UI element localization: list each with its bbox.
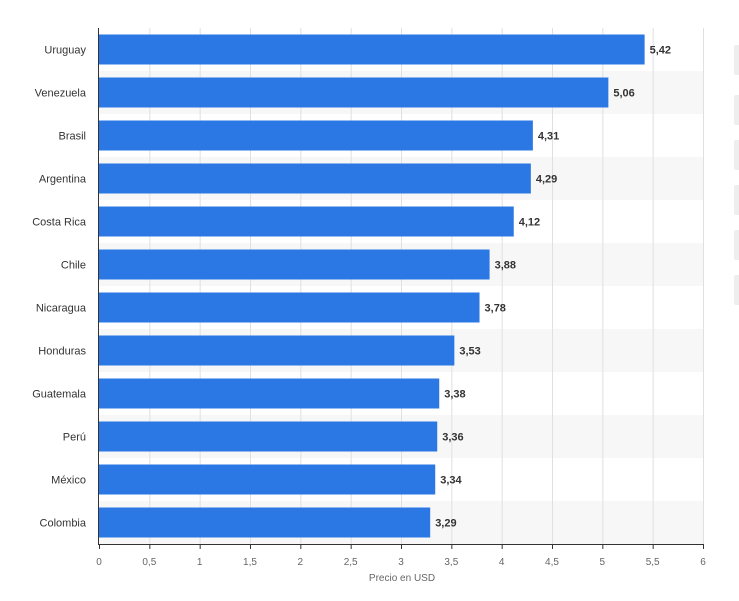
side-tab[interactable] xyxy=(734,45,739,75)
bar xyxy=(99,378,440,409)
bar xyxy=(99,206,514,237)
x-tick-label: 2,5 xyxy=(344,557,358,568)
x-tick-label: 4 xyxy=(499,557,505,568)
value-label: 3,34 xyxy=(440,475,462,487)
category-label: Brasil xyxy=(58,131,86,143)
value-label: 3,53 xyxy=(459,346,480,358)
x-tick-label: 5 xyxy=(600,557,606,568)
bar xyxy=(99,77,609,108)
x-tick-label: 3 xyxy=(398,557,404,568)
axes xyxy=(98,28,704,549)
bar xyxy=(99,292,480,323)
bar xyxy=(99,421,438,452)
bar xyxy=(99,335,455,366)
x-tick-label: 1,5 xyxy=(243,557,257,568)
x-tick-label: 1 xyxy=(197,557,203,568)
category-label: Argentina xyxy=(39,174,87,186)
value-label: 4,29 xyxy=(536,174,557,186)
category-label: Perú xyxy=(63,432,86,444)
category-label: Costa Rica xyxy=(32,217,87,229)
x-axis-title: Precio en USD xyxy=(369,573,435,584)
value-label: 3,36 xyxy=(442,432,463,444)
category-label: Nicaragua xyxy=(36,303,87,315)
value-label: 5,06 xyxy=(613,88,634,100)
value-label: 3,88 xyxy=(495,260,516,272)
category-labels: Uruguay Venezuela Brasil Argentina Costa Ric… xyxy=(32,45,87,530)
gridlines xyxy=(149,28,704,544)
value-label: 4,12 xyxy=(519,217,540,229)
side-toolbar xyxy=(734,0,739,601)
value-labels: 5,42 5,06 4,31 4,29 4,12 3,88 3,78 3,53 3,38 3,36… xyxy=(435,45,671,530)
bar xyxy=(99,163,531,194)
category-label: Guatemala xyxy=(32,389,87,401)
x-tick-label: 0 xyxy=(96,557,102,568)
bar xyxy=(99,120,533,151)
side-tab[interactable] xyxy=(734,230,739,260)
value-label: 3,78 xyxy=(485,303,506,315)
category-label: Chile xyxy=(61,260,86,272)
x-tick-label: 3,5 xyxy=(444,557,458,568)
value-label: 4,31 xyxy=(538,131,559,143)
value-label: 3,38 xyxy=(444,389,465,401)
category-label: Colombia xyxy=(40,518,87,530)
x-tick-label: 2 xyxy=(298,557,304,568)
x-tick-label: 4,5 xyxy=(545,557,559,568)
bar xyxy=(99,34,645,65)
bar xyxy=(99,507,431,538)
side-tab[interactable] xyxy=(734,185,739,215)
bar xyxy=(99,464,436,495)
value-label: 5,42 xyxy=(650,45,671,57)
bar xyxy=(99,249,490,280)
side-tab[interactable] xyxy=(734,275,739,305)
x-tick-labels: 0 0,5 1 1,5 2 2,5 3 3,5 4 4,5 5 5,5 6 xyxy=(96,557,706,568)
category-label: Honduras xyxy=(38,346,86,358)
category-label: Uruguay xyxy=(44,45,86,57)
x-tick-label: 0,5 xyxy=(142,557,156,568)
x-tick-label: 6 xyxy=(700,557,706,568)
value-label: 3,29 xyxy=(435,518,456,530)
category-label: México xyxy=(51,475,86,487)
side-tab[interactable] xyxy=(734,95,739,125)
x-tick-label: 5,5 xyxy=(646,557,660,568)
side-tab[interactable] xyxy=(734,140,739,170)
bars xyxy=(99,34,645,538)
category-label: Venezuela xyxy=(35,88,87,100)
